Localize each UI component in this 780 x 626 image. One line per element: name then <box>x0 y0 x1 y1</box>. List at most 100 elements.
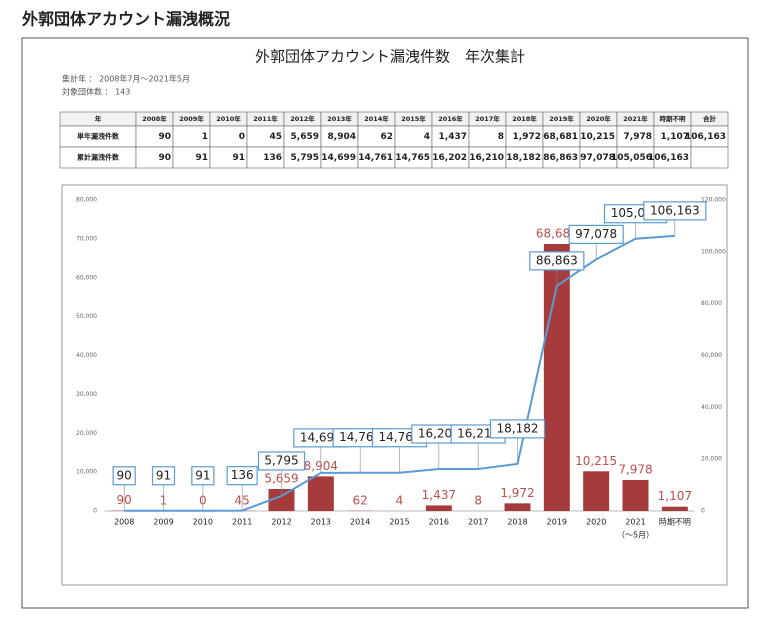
bar <box>504 503 531 511</box>
heading: 外郭団体アカウント漏洩概況 <box>21 10 230 29</box>
y-tick-label: 30,000 <box>76 391 97 398</box>
y-tick-label: 20,000 <box>76 430 97 437</box>
line-label: 90 <box>117 468 132 482</box>
line-label: 16,202 <box>418 427 460 441</box>
table-header: 2018年 <box>512 114 537 123</box>
bar-label: 1,437 <box>422 488 456 502</box>
x-tick-label: 2015 <box>389 518 409 527</box>
bar-label: 68,681 <box>536 227 578 241</box>
table-value: 8,904 <box>328 132 356 142</box>
table-value: 1,972 <box>513 132 541 142</box>
table-value: 14,765 <box>395 153 430 163</box>
table-value: 18,182 <box>506 153 541 163</box>
table-value: 1,107 <box>661 132 689 142</box>
table-value: 4 <box>424 132 430 142</box>
y-tick-label: 40,000 <box>76 352 97 359</box>
callout-box <box>489 419 546 439</box>
x-tick-label: 2013 <box>311 518 331 527</box>
panel-title: 外郭団体アカウント漏洩件数 年次集計 <box>255 48 525 66</box>
table-header: 2010年 <box>216 114 241 123</box>
y2-tick-label: 60,000 <box>701 352 722 359</box>
callout-box <box>151 466 176 486</box>
table-header: 2015年 <box>401 114 426 123</box>
bar-label: 10,215 <box>575 454 617 468</box>
table-header: 2013年 <box>327 114 352 123</box>
table-header: 合計 <box>702 114 717 123</box>
table-value: 97,078 <box>580 153 615 163</box>
y-tick-label: 50,000 <box>76 313 97 320</box>
note: 集計年 ： 2008年7月～2021年5月 <box>62 74 190 84</box>
callout-box <box>529 251 585 271</box>
table-value: 105,056 <box>611 153 652 163</box>
line-label: 97,078 <box>575 227 617 241</box>
annotation: （～5月） <box>617 531 654 540</box>
callout-box <box>191 466 215 486</box>
y2-tick-label: 20,000 <box>701 456 722 463</box>
x-tick-label: 2010 <box>193 518 213 527</box>
bar-label: 1,972 <box>500 486 534 500</box>
bar-label: 4 <box>396 493 404 507</box>
table-value: 91 <box>195 153 208 163</box>
table-value: 106,163 <box>648 153 689 163</box>
row-label: 単年漏洩件数 <box>77 132 120 141</box>
y-tick-label: 80,000 <box>76 197 97 204</box>
bar <box>583 471 610 511</box>
table-value: 14,699 <box>321 153 356 163</box>
table-value: 106,163 <box>685 132 726 142</box>
x-tick-label: 時期不明 <box>659 518 691 527</box>
table-value: 90 <box>158 132 171 142</box>
x-tick-label: 2011 <box>232 518 252 527</box>
x-tick-label: 2012 <box>271 518 291 527</box>
line-label: 16,210 <box>457 426 499 440</box>
table-value: 16,202 <box>432 153 467 163</box>
table-value: 0 <box>239 132 245 142</box>
x-tick-label: 2019 <box>547 518 567 527</box>
table-value: 1 <box>202 132 208 142</box>
table-value: 10,215 <box>580 132 615 142</box>
y2-tick-label: 0 <box>701 508 705 515</box>
x-tick-label: 2021 <box>625 518 645 527</box>
bar-label: 62 <box>353 493 368 507</box>
x-tick-label: 2008 <box>114 518 134 527</box>
chart-frame <box>61 184 728 586</box>
line-label: 91 <box>195 468 210 482</box>
table-header: 2016年 <box>438 114 463 123</box>
line-label: 14,761 <box>339 430 381 444</box>
x-tick-label: 2018 <box>507 518 527 527</box>
table-cell <box>690 146 729 169</box>
bar <box>622 479 649 511</box>
table-value: 5,659 <box>291 132 319 142</box>
table-header: 2008年 <box>142 114 167 123</box>
table-header: 2011年 <box>253 114 278 123</box>
y2-tick-label: 40,000 <box>701 404 722 411</box>
table-header: 2012年 <box>290 114 315 123</box>
table-header: 2019年 <box>549 114 574 123</box>
frame <box>21 37 749 609</box>
callout-box <box>257 451 306 471</box>
table-value: 86,863 <box>543 153 578 163</box>
bar <box>307 476 334 511</box>
line-label: 91 <box>156 468 171 482</box>
callout-box <box>226 466 258 486</box>
note: 対象団体数 ： 143 <box>62 87 130 97</box>
line-label: 5,795 <box>264 453 298 467</box>
table-header: 2014年 <box>364 114 389 123</box>
table-header: 2021年 <box>623 114 648 123</box>
table-value: 14,761 <box>358 153 393 163</box>
table-value: 90 <box>158 153 171 163</box>
table-value: 5,795 <box>291 153 319 163</box>
x-tick-label: 2020 <box>586 518 606 527</box>
table-value: 91 <box>232 153 245 163</box>
callout-box <box>568 224 624 245</box>
line-label: 18,182 <box>497 421 539 435</box>
y2-tick-label: 80,000 <box>701 300 722 307</box>
table-value: 7,978 <box>624 132 652 142</box>
y-tick-label: 70,000 <box>76 235 97 242</box>
x-tick-label: 2017 <box>468 518 488 527</box>
table-value: 1,437 <box>439 132 467 142</box>
line-label: 14,765 <box>379 430 421 444</box>
y2-tick-label: 100,000 <box>701 248 726 255</box>
line-label: 136 <box>231 468 254 482</box>
line-label: 106,163 <box>650 203 700 217</box>
table-header: 2020年 <box>586 114 611 123</box>
